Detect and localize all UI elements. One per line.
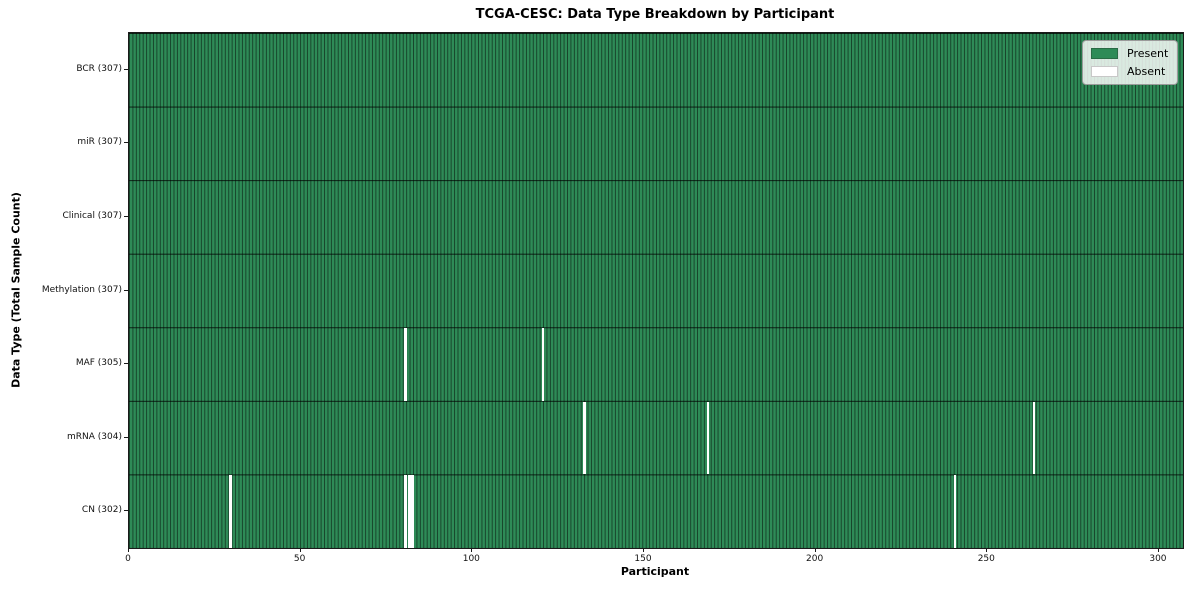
y-tick-mark bbox=[124, 68, 128, 70]
y-tick-mark bbox=[124, 510, 128, 512]
y-tick-mark bbox=[124, 142, 128, 144]
legend-label: Present bbox=[1127, 47, 1169, 60]
y-tick-mark bbox=[124, 436, 128, 438]
y-tick-label-BCR: BCR (307) bbox=[76, 63, 122, 74]
absent-cell-CN-81 bbox=[407, 475, 411, 548]
x-tick-mark bbox=[128, 548, 129, 552]
plot-area bbox=[128, 32, 1184, 549]
chart-title: TCGA-CESC: Data Type Breakdown by Partic… bbox=[475, 7, 835, 22]
x-tick-label: 200 bbox=[806, 554, 824, 564]
legend-swatch-absent bbox=[1091, 66, 1118, 77]
absent-cell-mRNA-168 bbox=[706, 401, 710, 475]
y-tick-mark bbox=[124, 215, 128, 217]
y-tick-label-Methylation: Methylation (307) bbox=[41, 284, 122, 295]
legend-swatch-present bbox=[1091, 48, 1118, 59]
legend-entry: Absent bbox=[1091, 65, 1169, 78]
x-axis-label: Participant bbox=[620, 565, 690, 578]
y-tick-mark bbox=[124, 363, 128, 365]
absent-cell-mRNA-132 bbox=[582, 401, 586, 475]
y-tick-label-mRNA: mRNA (304) bbox=[67, 431, 122, 442]
x-tick-mark bbox=[1157, 548, 1159, 552]
y-tick-label-miR: miR (307) bbox=[77, 137, 122, 148]
absent-cell-mRNA-263 bbox=[1032, 401, 1036, 475]
absent-cell-CN-240 bbox=[953, 475, 957, 548]
absent-cell-MAF-120 bbox=[541, 328, 545, 401]
legend: Present Absent bbox=[1082, 40, 1178, 85]
absent-cell-CN-80 bbox=[404, 475, 408, 548]
y-tick-label-Clinical: Clinical (307) bbox=[62, 210, 122, 221]
absent-cell-CN-29 bbox=[229, 475, 232, 548]
x-tick-label: 50 bbox=[293, 554, 306, 564]
x-tick-label: 100 bbox=[462, 554, 480, 564]
x-tick-mark bbox=[642, 548, 644, 552]
y-tick-label-MAF: MAF (305) bbox=[75, 358, 122, 369]
absent-cell-CN-82 bbox=[411, 475, 414, 548]
x-tick-label: 150 bbox=[634, 554, 652, 564]
legend-label: Absent bbox=[1127, 65, 1166, 78]
legend-entry: Present bbox=[1091, 47, 1169, 60]
y-tick-mark bbox=[124, 289, 128, 291]
absent-cell-MAF-80 bbox=[404, 328, 408, 401]
x-tick-label: 0 bbox=[125, 554, 131, 564]
x-tick-label: 250 bbox=[977, 554, 995, 564]
y-tick-label-CN: CN (302) bbox=[81, 505, 122, 516]
x-tick-mark bbox=[299, 548, 301, 552]
x-tick-mark bbox=[471, 548, 473, 552]
x-tick-mark bbox=[814, 548, 816, 552]
x-tick-label: 300 bbox=[1149, 554, 1167, 564]
x-tick-mark bbox=[986, 548, 988, 552]
